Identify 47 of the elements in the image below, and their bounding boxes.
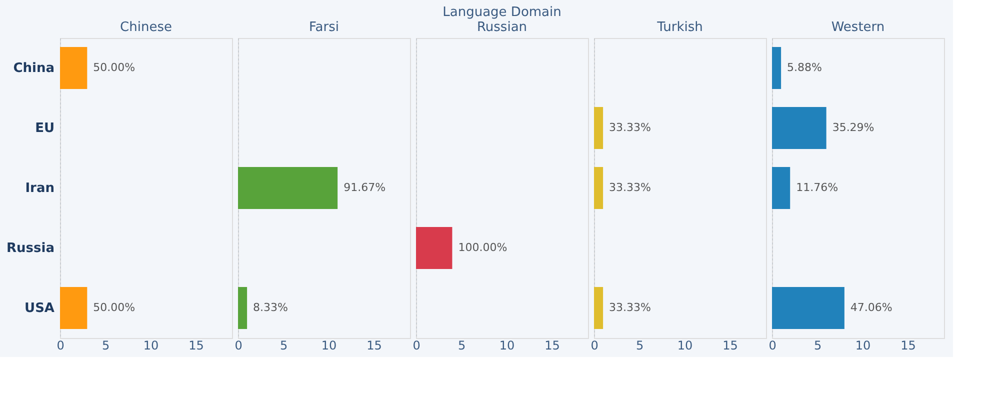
chart-title: Turkish (656, 20, 703, 35)
x-tick-label: 0 (234, 338, 242, 352)
x-tick-label: 15 (366, 338, 382, 352)
x-tick-label: 5 (636, 338, 644, 352)
x-tick-label: 0 (768, 338, 776, 352)
annotation: 11.76% (796, 181, 838, 194)
chart-title: Farsi (309, 20, 339, 35)
annotation: 33.33% (609, 181, 652, 194)
x-tick-label: 10 (677, 338, 693, 352)
annotation: 35.29% (832, 121, 874, 134)
y-tick-label: EU (35, 121, 54, 136)
bar (772, 167, 790, 209)
x-tick-label: 5 (458, 338, 466, 352)
y-tick-label: USA (24, 301, 54, 316)
bar (772, 107, 826, 149)
annotation: 47.06% (850, 301, 892, 314)
annotation: 33.33% (609, 301, 652, 314)
annotation: 33.33% (609, 121, 652, 134)
x-tick-label: 10 (143, 338, 159, 352)
x-tick-label: 10 (499, 338, 515, 352)
annotation: 8.33% (253, 301, 288, 314)
bar (772, 287, 844, 329)
x-tick-label: 0 (590, 338, 598, 352)
chart-title: Western (831, 20, 885, 35)
y-tick-label: China (13, 61, 54, 76)
x-tick-label: 5 (814, 338, 822, 352)
bar (772, 47, 782, 89)
x-tick-label: 10 (855, 338, 871, 352)
x-tick-label: 15 (544, 338, 560, 352)
chart-title: Russian (476, 20, 528, 35)
annotation: 100.00% (458, 241, 508, 254)
x-tick-label: 5 (280, 338, 288, 352)
text: Language Domain (442, 5, 562, 20)
x-tick-label: 10 (321, 338, 337, 352)
x-tick-label: 0 (412, 338, 420, 352)
annotation: 91.67% (344, 181, 386, 194)
y-tick-label: Iran (25, 181, 54, 196)
x-tick-label: 0 (56, 338, 64, 352)
x-tick-label: 15 (722, 338, 738, 352)
annotation: 5.88% (787, 61, 822, 74)
y-tick-label: Russia (6, 241, 54, 256)
x-tick-label: 5 (102, 338, 110, 352)
chart-title: Chinese (120, 20, 172, 35)
x-tick-label: 15 (188, 338, 204, 352)
annotation: 50.00% (93, 61, 136, 74)
annotation: 50.00% (93, 301, 136, 314)
x-tick-label: 15 (900, 338, 916, 352)
